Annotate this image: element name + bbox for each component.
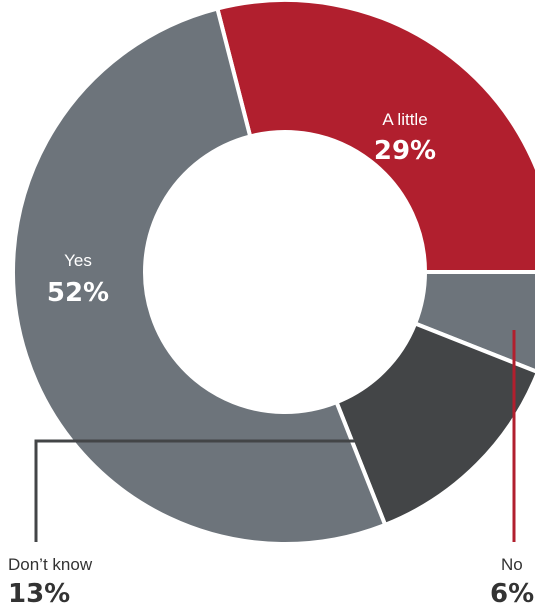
- slice-value-dont-know: 13%: [8, 579, 70, 607]
- slice-value-a-little: 29%: [374, 136, 436, 166]
- slice-value-no: 6%: [490, 579, 534, 607]
- slice-label-a-little: A little: [382, 110, 427, 129]
- slice-don-t-know: [333, 320, 535, 528]
- slice-value-yes: 52%: [47, 278, 109, 308]
- slice-no: [412, 270, 535, 374]
- slice-yes: [11, 6, 388, 546]
- slice-label-dont-know: Don’t know: [8, 555, 93, 574]
- slice-label-yes: Yes: [64, 251, 92, 270]
- donut-slices: [11, 0, 535, 546]
- slice-a-little: [214, 0, 535, 274]
- leader-line-dont-know: [34, 439, 392, 542]
- slice-label-no: No: [501, 555, 523, 574]
